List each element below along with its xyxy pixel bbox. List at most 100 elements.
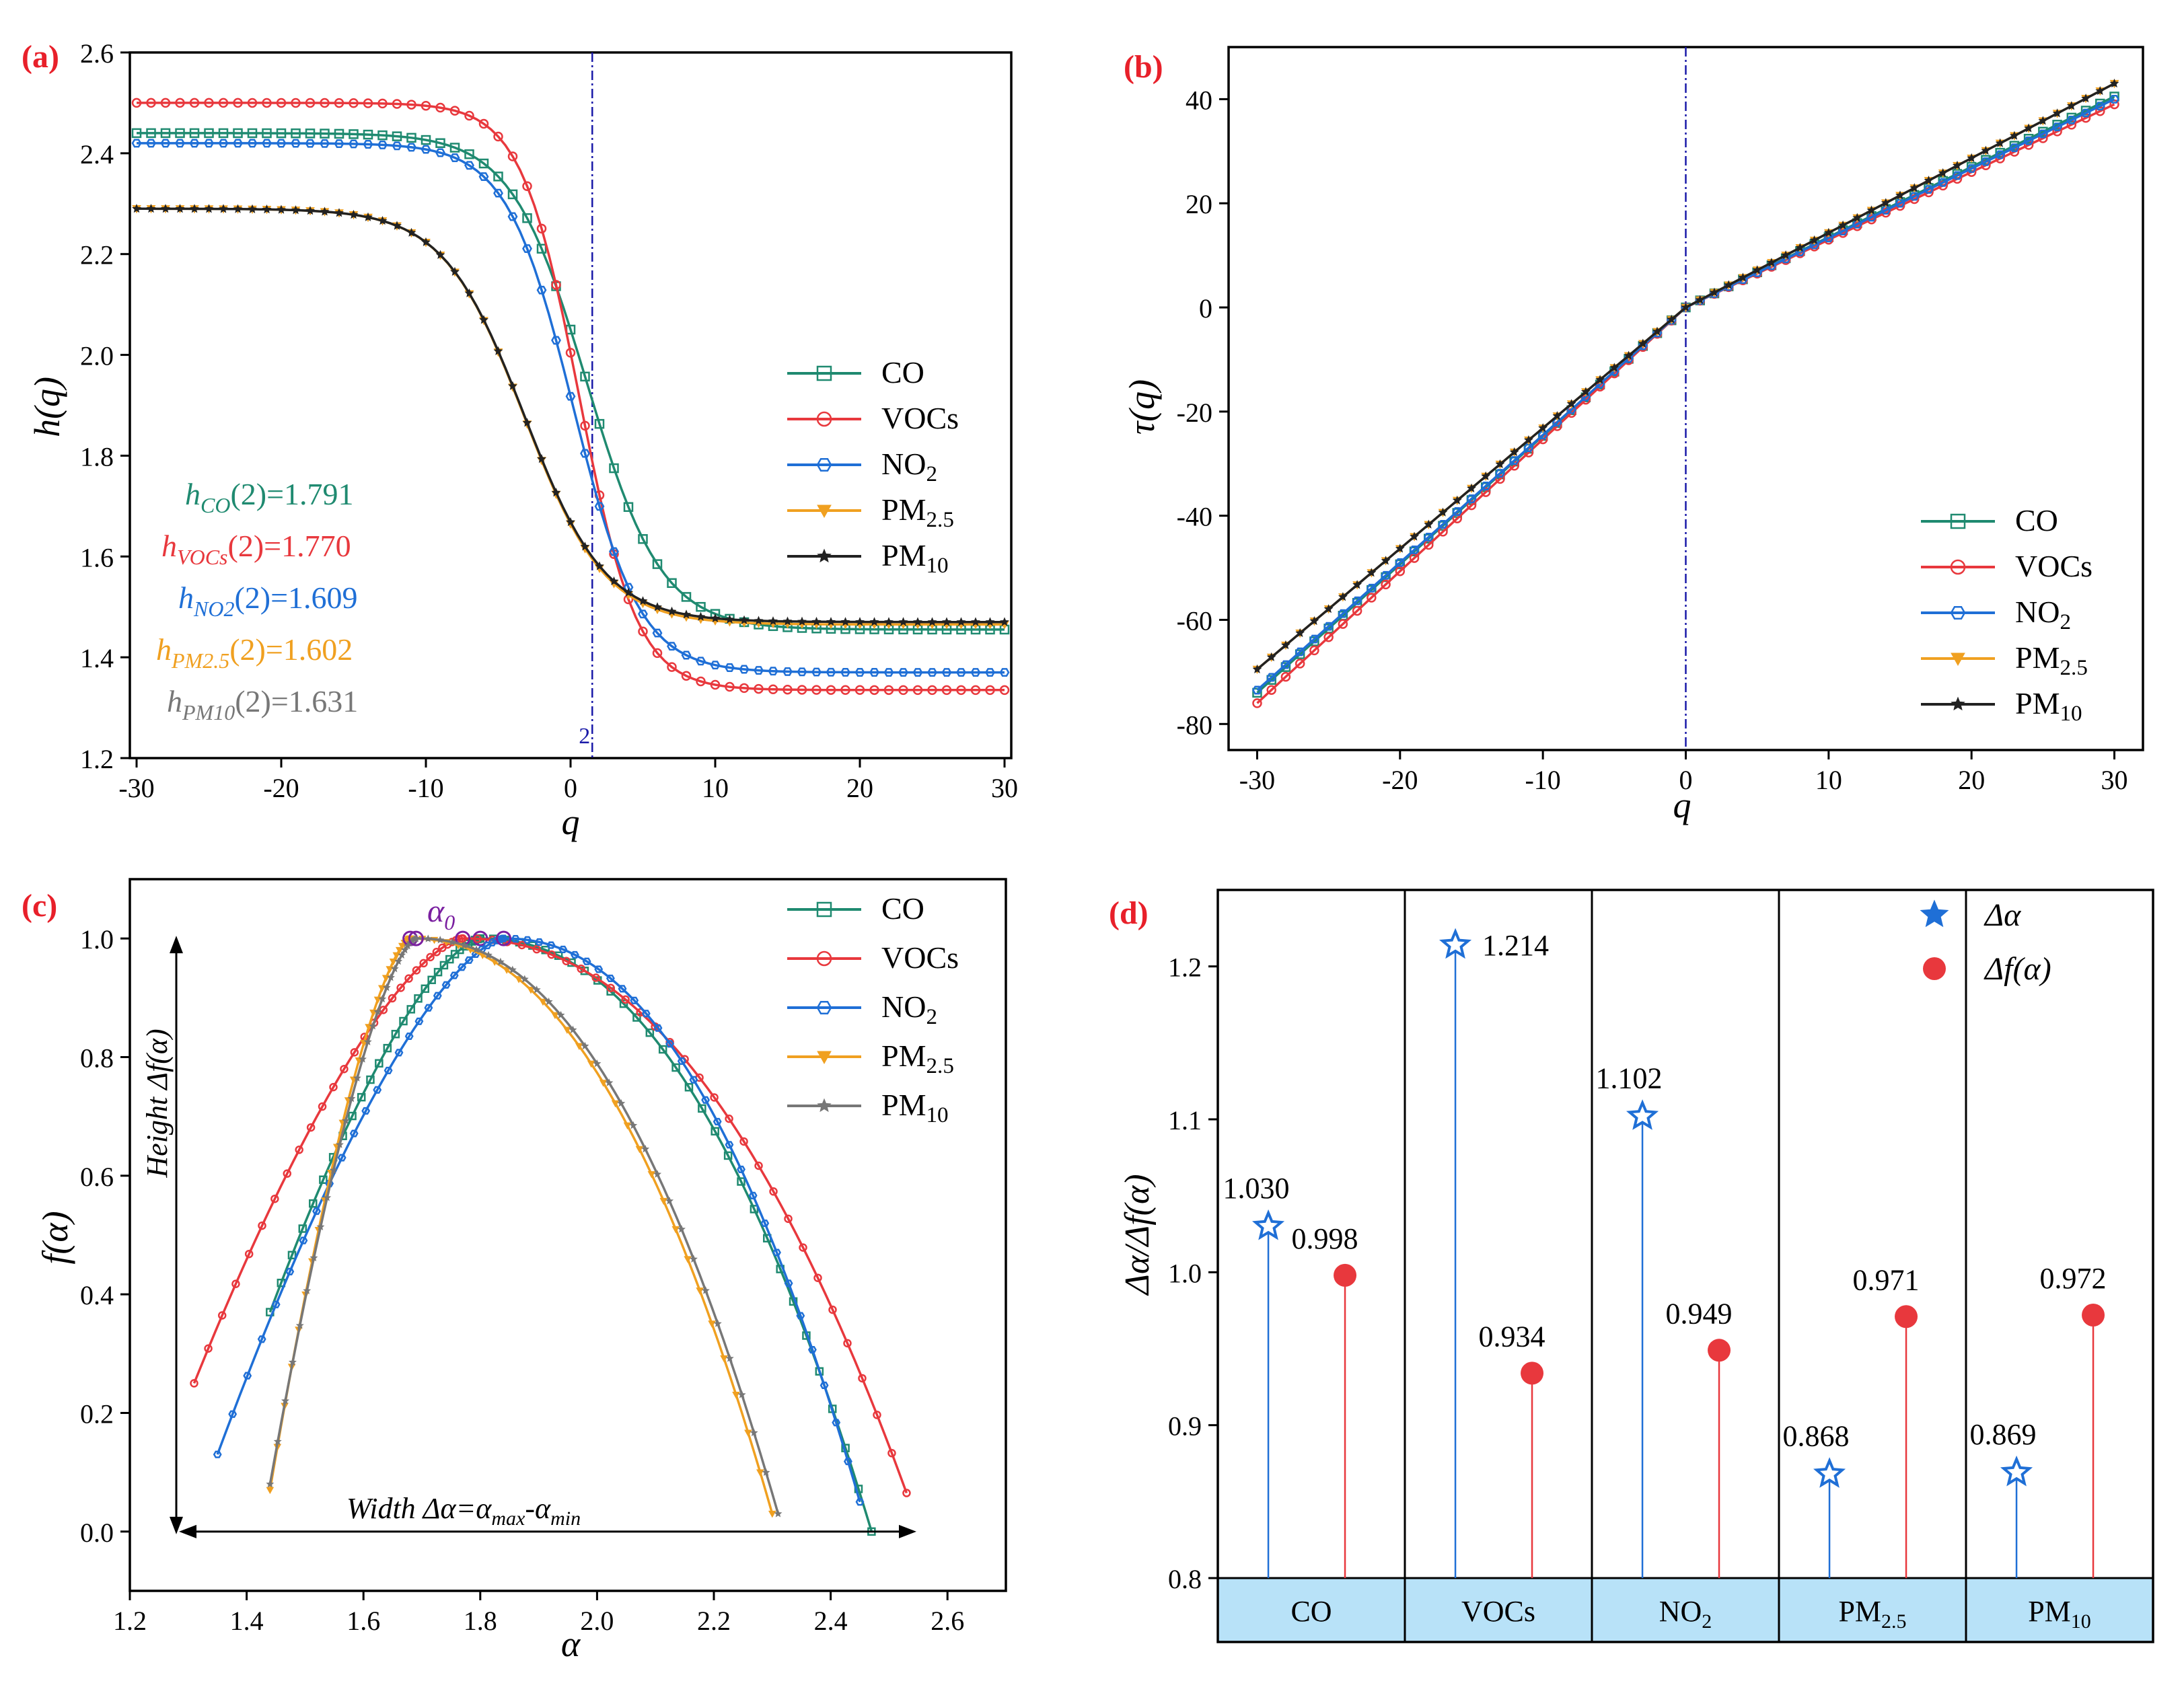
y-tick-label: 1.6 bbox=[80, 542, 114, 572]
height-label: Height Δf(α) bbox=[141, 1029, 174, 1178]
panel-c: 1.2 1.4 1.6 1.8 2.0 2.2 2.4 2.6 0.0 0.2 0.4 0.6 0.8 1… bbox=[22, 879, 1006, 1664]
y-axis-label: h(q) bbox=[27, 377, 67, 437]
y-tick-label: 1.4 bbox=[80, 643, 114, 673]
x-tick-label: -30 bbox=[118, 773, 154, 803]
legend-label: VOCs bbox=[881, 401, 959, 435]
y-axis-label: τ(q) bbox=[1122, 379, 1162, 435]
data-point bbox=[769, 1511, 776, 1517]
legend-label: Δf(α) bbox=[1983, 951, 2051, 987]
h2-annotation: hCO(2)=1.791 bbox=[185, 477, 354, 517]
x-tick-label: 0 bbox=[564, 773, 577, 803]
legend-star-icon bbox=[1922, 901, 1947, 926]
arrow-head bbox=[170, 936, 183, 953]
delta-f-marker bbox=[1334, 1264, 1356, 1287]
y-axis-label: f(α) bbox=[35, 1211, 75, 1264]
peak-label: α0 bbox=[427, 893, 455, 934]
y-tick-label: 0.8 bbox=[1168, 1564, 1202, 1594]
h2-annotation: hPM10(2)=1.631 bbox=[167, 684, 358, 724]
legend: ΔαΔf(α) bbox=[1922, 897, 2051, 987]
series-line bbox=[194, 938, 907, 1493]
panel-label: (a) bbox=[22, 39, 59, 75]
y-tick-label: 1.0 bbox=[1168, 1258, 1202, 1288]
delta-alpha-value: 0.869 bbox=[1970, 1418, 2037, 1451]
data-point bbox=[282, 1398, 289, 1404]
x-tick-label: -30 bbox=[1239, 765, 1275, 795]
legend-marker bbox=[818, 1099, 831, 1111]
legend-label: VOCs bbox=[881, 940, 959, 975]
legend: COVOCsNO2PM2.5PM10 bbox=[787, 891, 959, 1127]
delta-alpha-value: 1.214 bbox=[1482, 929, 1549, 962]
legend: COVOCsNO2PM2.5PM10 bbox=[787, 355, 959, 578]
x-tick-label: 10 bbox=[1815, 765, 1842, 795]
series-NO2 bbox=[214, 932, 863, 1505]
data-point bbox=[1253, 699, 1261, 707]
y-tick-label: 0.4 bbox=[80, 1280, 114, 1310]
delta-f-marker bbox=[1521, 1361, 1543, 1384]
y-tick-label: 0.6 bbox=[80, 1162, 114, 1192]
delta-f-value: 0.949 bbox=[1666, 1297, 1733, 1330]
legend-label: PM10 bbox=[881, 1088, 949, 1127]
annotations: hCO(2)=1.791 hVOCs(2)=1.770 hNO2(2)=1.609 h… bbox=[156, 477, 358, 724]
y-tick-label: 2.2 bbox=[80, 240, 114, 270]
delta-alpha-marker bbox=[1817, 1460, 1842, 1485]
h2-annotation: hVOCs(2)=1.770 bbox=[161, 529, 351, 569]
y-tick-label: 1.8 bbox=[80, 441, 114, 472]
legend-dot-icon bbox=[1923, 957, 1946, 980]
legend-label: NO2 bbox=[881, 989, 937, 1029]
y-tick-label: -60 bbox=[1177, 605, 1212, 636]
x-axis-label: α bbox=[561, 1624, 581, 1664]
series-PM2.5 bbox=[266, 932, 775, 1517]
y-tick-label: -20 bbox=[1177, 398, 1212, 428]
y-tick-label: 1.1 bbox=[1168, 1105, 1202, 1135]
delta-f-value: 0.998 bbox=[1292, 1222, 1358, 1255]
plot-frame bbox=[1218, 890, 2153, 1642]
legend-label: PM2.5 bbox=[2015, 640, 2088, 680]
x-axis-label: q bbox=[1673, 785, 1691, 825]
delta-f-value: 0.972 bbox=[2040, 1262, 2107, 1295]
panel-label: (b) bbox=[1124, 49, 1163, 85]
data-point bbox=[757, 1470, 764, 1476]
x-tick-label: 2.4 bbox=[814, 1606, 848, 1636]
h2-annotation: hNO2(2)=1.609 bbox=[178, 581, 358, 621]
series-VOCs bbox=[190, 932, 910, 1496]
legend-label: VOCs bbox=[2015, 549, 2092, 583]
y-tick-label: 0 bbox=[1199, 293, 1212, 324]
data-point bbox=[386, 967, 393, 973]
x-tick-label: -20 bbox=[263, 773, 299, 803]
delta-alpha-marker bbox=[2004, 1459, 2029, 1483]
y-tick-label: 0.9 bbox=[1168, 1411, 1202, 1442]
x-tick-label: 1.4 bbox=[230, 1606, 264, 1636]
delta-f-marker bbox=[1708, 1339, 1731, 1361]
legend-label: PM2.5 bbox=[881, 492, 954, 532]
x-tick-label: -10 bbox=[1525, 765, 1560, 795]
y-tick-label: 0.0 bbox=[80, 1518, 114, 1548]
category-label: VOCs bbox=[1461, 1595, 1535, 1628]
legend-label: CO bbox=[881, 355, 924, 389]
series-PM10 bbox=[267, 932, 782, 1516]
width-label: Width Δα=αmax-αmin bbox=[347, 1492, 581, 1530]
x-tick-label: 20 bbox=[846, 773, 873, 803]
data-point bbox=[733, 1392, 739, 1398]
delta-alpha-value: 1.102 bbox=[1596, 1061, 1663, 1094]
delta-alpha-marker bbox=[1443, 932, 1468, 956]
delta-alpha-value: 0.868 bbox=[1783, 1419, 1850, 1452]
y-tick-label: 2.0 bbox=[80, 341, 114, 371]
panel-label: (d) bbox=[1109, 895, 1149, 931]
x-tick-label: -10 bbox=[408, 773, 443, 803]
delta-alpha-marker bbox=[1630, 1103, 1655, 1127]
figure: -30 -20 -10 0 10 20 301.21.41.61.82.02.22.42.6… bbox=[0, 0, 2184, 1681]
x-tick-label: 2.2 bbox=[697, 1606, 731, 1636]
legend-label: CO bbox=[2015, 503, 2058, 537]
y-tick-label: 0.2 bbox=[80, 1399, 114, 1429]
delta-f-marker bbox=[1895, 1305, 1918, 1328]
x-axis-label: q bbox=[562, 802, 580, 842]
legend-label: PM10 bbox=[2015, 686, 2082, 726]
x-tick-label: -20 bbox=[1382, 765, 1418, 795]
x-tick-label: 2.6 bbox=[931, 1606, 964, 1636]
x-tick-label: 20 bbox=[1958, 765, 1985, 795]
panel-d: 0.80.91.01.11.2CO1.0300.998VOCs1.2140.93… bbox=[1109, 890, 2153, 1642]
data-point bbox=[696, 1288, 703, 1294]
legend-label: CO bbox=[881, 891, 924, 926]
x-tick-label: 1.6 bbox=[347, 1606, 380, 1636]
data-point bbox=[266, 1487, 273, 1493]
